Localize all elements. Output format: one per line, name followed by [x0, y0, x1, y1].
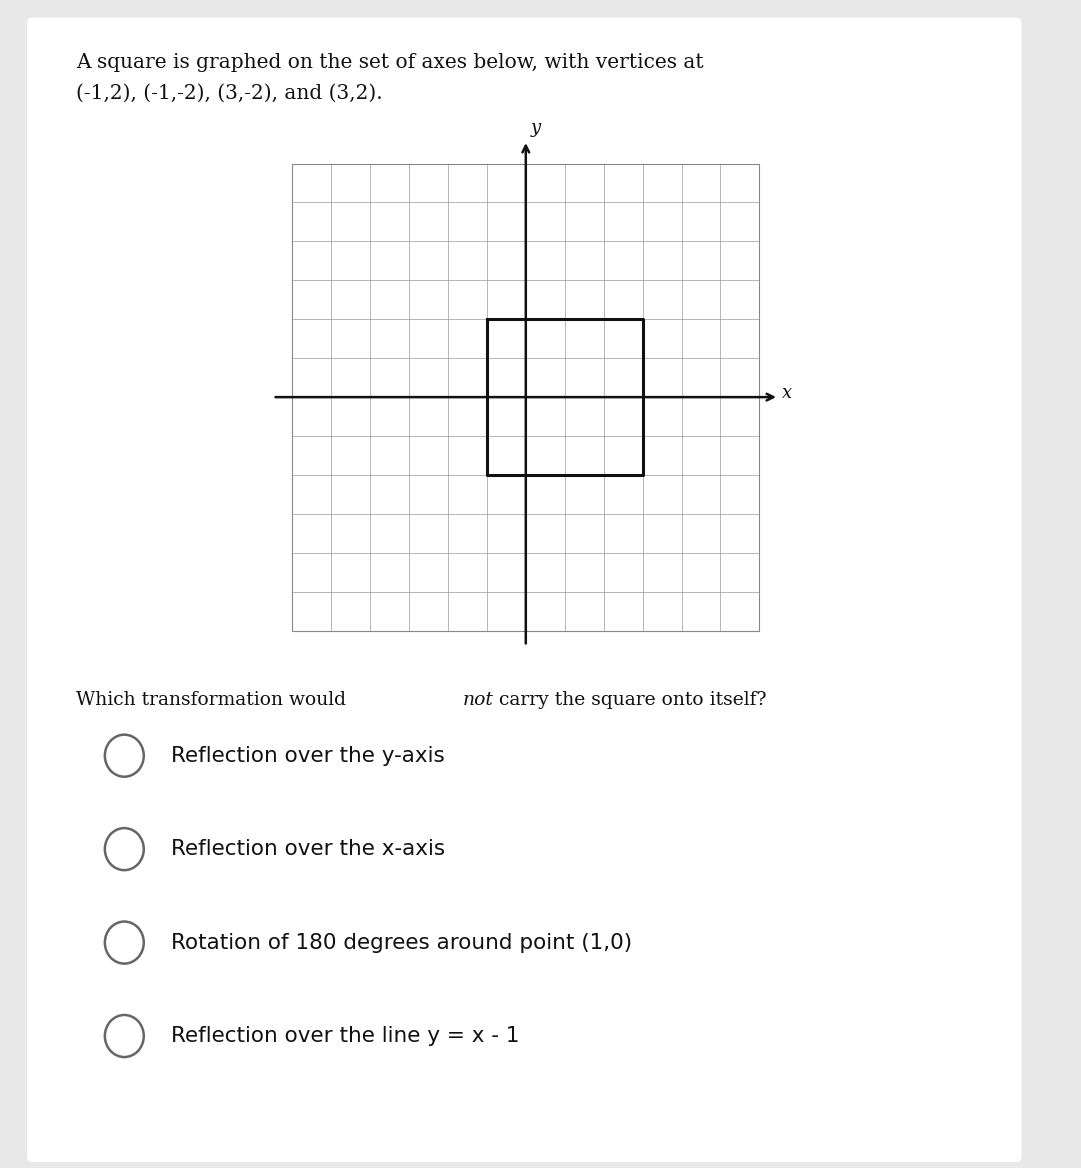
Text: Rotation of 180 degrees around point (1,0): Rotation of 180 degrees around point (1,…	[171, 932, 632, 953]
Bar	[292, 164, 759, 631]
Text: Which transformation would: Which transformation would	[76, 691, 351, 709]
Text: Reflection over the line y = x - 1: Reflection over the line y = x - 1	[171, 1026, 519, 1047]
Text: carry the square onto itself?: carry the square onto itself?	[493, 691, 766, 709]
Text: Reflection over the y-axis: Reflection over the y-axis	[171, 745, 444, 766]
Text: A square is graphed on the set of axes below, with vertices at: A square is graphed on the set of axes b…	[76, 53, 704, 71]
Text: Reflection over the x-axis: Reflection over the x-axis	[171, 839, 445, 860]
Text: x: x	[782, 384, 791, 402]
Text: (-1,2), (-1,-2), (3,-2), and (3,2).: (-1,2), (-1,-2), (3,-2), and (3,2).	[76, 84, 383, 103]
Text: y: y	[531, 119, 540, 138]
Text: not: not	[463, 691, 494, 709]
